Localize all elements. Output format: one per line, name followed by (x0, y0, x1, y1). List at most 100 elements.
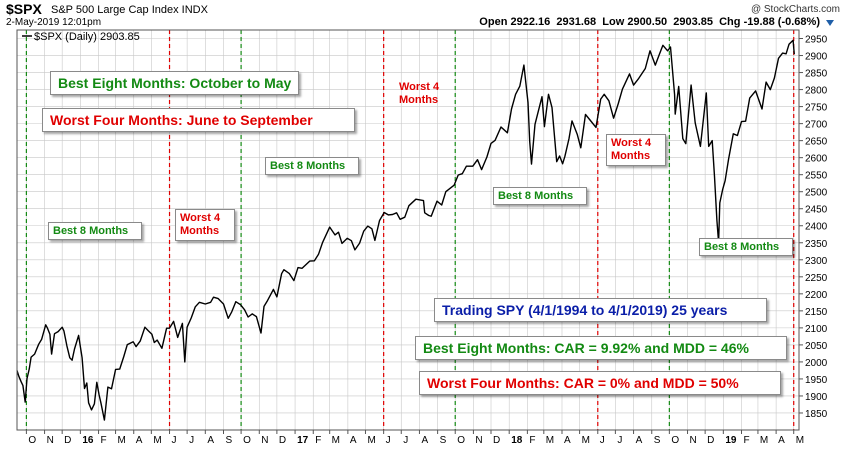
x-axis: O N D 16 F M A M J J A S O N D 17 F M A M J J A S O N D 18 F M A M J J A S O… (25, 430, 804, 446)
y-tick-label: 2800 (805, 86, 828, 97)
ticker-symbol: $SPX (6, 1, 42, 17)
x-tick-label: F (315, 435, 321, 446)
x-tick-label: A (636, 435, 643, 446)
copyright-label: @ StockCharts.com (750, 4, 840, 15)
x-tick-label: M (796, 435, 804, 446)
worst4-label-3a: Worst 4 (611, 137, 652, 149)
x-tick-label: 16 (82, 435, 94, 446)
worst4-box-3: Worst 4 Months (606, 134, 666, 166)
worst4-label-2a: Worst 4 (399, 81, 440, 93)
x-tick-label: S (440, 435, 447, 446)
x-tick-label: M (546, 435, 554, 446)
worst4-label-1b: Months (180, 225, 220, 237)
worst4-label-1a: Worst 4 (180, 212, 221, 224)
x-tick-label: A (350, 435, 357, 446)
x-tick-label: 18 (511, 435, 523, 446)
best8-box-4: Best 8 Months (699, 238, 793, 256)
x-tick-label: O (671, 435, 679, 446)
x-tick-label: M (582, 435, 590, 446)
x-tick-label: N (47, 435, 54, 446)
y-tick-label: 1950 (805, 375, 828, 386)
best-stats-box: Best Eight Months: CAR = 9.92% and MDD =… (415, 336, 787, 360)
y-axis: 1850 1900 1950 2000 2050 2100 2150 2200 2250 2300… (799, 35, 828, 420)
x-tick-label: F (744, 435, 750, 446)
x-tick-label: F (529, 435, 535, 446)
y-tick-label: 2850 (805, 69, 828, 80)
x-tick-label: S (654, 435, 661, 446)
price-line (16, 39, 795, 421)
high-value: 2931.68 (556, 16, 597, 28)
y-tick-label: 2750 (805, 103, 828, 114)
y-tick-label: 2600 (805, 154, 828, 165)
worst-stats-box: Worst Four Months: CAR = 0% and MDD = 50… (419, 371, 781, 395)
x-tick-label: M (367, 435, 375, 446)
best8-box-3: Best 8 Months (493, 187, 587, 205)
y-tick-label: 2700 (805, 120, 828, 131)
y-tick-label: 2000 (805, 358, 828, 369)
chg-label: Chg (719, 16, 741, 28)
worst4-label-2b: Months (399, 94, 439, 106)
y-tick-label: 2950 (805, 35, 828, 46)
x-tick-label: A (207, 435, 214, 446)
x-tick-label: 17 (297, 435, 309, 446)
worst-four-title: Worst Four Months: June to September (50, 112, 313, 128)
y-tick-label: 2100 (805, 324, 828, 335)
x-tick-label: A (136, 435, 143, 446)
chart-subtitle: S&P 500 Large Cap Index INDX (51, 4, 208, 16)
x-tick-label: A (564, 435, 571, 446)
y-tick-label: 2650 (805, 137, 828, 148)
x-tick-label: J (189, 435, 194, 446)
x-tick-label: N (261, 435, 268, 446)
x-tick-label: M (332, 435, 340, 446)
y-tick-label: 2050 (805, 341, 828, 352)
chg-value: -19.88 (-0.68%) (743, 16, 820, 28)
open-value: 2922.16 (510, 16, 551, 28)
worst4-label-2: Worst 4 Months (399, 81, 439, 107)
y-tick-label: 2250 (805, 273, 828, 284)
best8-box-2: Best 8 Months (265, 157, 359, 175)
trading-spy-label: Trading SPY (4/1/1994 to 4/1/2019) 25 ye… (442, 302, 728, 318)
y-tick-label: 2400 (805, 222, 828, 233)
best8-label-4: Best 8 Months (704, 241, 780, 253)
x-tick-label: D (64, 435, 71, 446)
y-tick-label: 2550 (805, 171, 828, 182)
open-label: Open (479, 16, 508, 28)
season-lines (25, 30, 795, 430)
x-tick-label: 19 (725, 435, 737, 446)
x-tick-label: D (707, 435, 714, 446)
x-tick-label: M (118, 435, 126, 446)
best8-label-3: Best 8 Months (498, 190, 574, 202)
y-tick-label: 2500 (805, 188, 828, 199)
plot-frame (16, 29, 800, 431)
best8-box-1: Best 8 Months (48, 222, 142, 240)
x-tick-label: N (475, 435, 482, 446)
x-tick-label: N (690, 435, 697, 446)
low-value: 2900.50 (627, 16, 668, 28)
x-tick-label: M (153, 435, 161, 446)
x-tick-label: J (172, 435, 177, 446)
y-tick-label: 2300 (805, 256, 828, 267)
x-tick-label: J (386, 435, 391, 446)
x-tick-label: S (225, 435, 232, 446)
y-tick-label: 2150 (805, 307, 828, 318)
best-stats-label: Best Eight Months: CAR = 9.92% and MDD =… (423, 340, 749, 356)
x-tick-label: D (279, 435, 286, 446)
x-tick-label: J (617, 435, 622, 446)
worst4-box-1: Worst 4 Months (175, 209, 235, 241)
dropdown-arrow-icon[interactable] (826, 20, 834, 26)
x-tick-label: J (403, 435, 408, 446)
chart-legend: $SPX (Daily) 2903.85 (34, 31, 140, 43)
y-tick-label: 2900 (805, 52, 828, 63)
best8-label-2: Best 8 Months (270, 160, 346, 172)
best8-label-1: Best 8 Months (53, 225, 129, 237)
best-eight-title-box: Best Eight Months: October to May (50, 71, 300, 95)
y-tick-label: 2200 (805, 290, 828, 301)
low-label: Low (602, 16, 625, 28)
x-tick-label: A (778, 435, 785, 446)
y-tick-label: 2450 (805, 205, 828, 216)
worst-stats-label: Worst Four Months: CAR = 0% and MDD = 50… (427, 375, 739, 391)
worst4-label-3b: Months (611, 150, 651, 162)
x-tick-label: O (28, 435, 36, 446)
x-tick-label: M (760, 435, 768, 446)
x-tick-label: A (421, 435, 428, 446)
